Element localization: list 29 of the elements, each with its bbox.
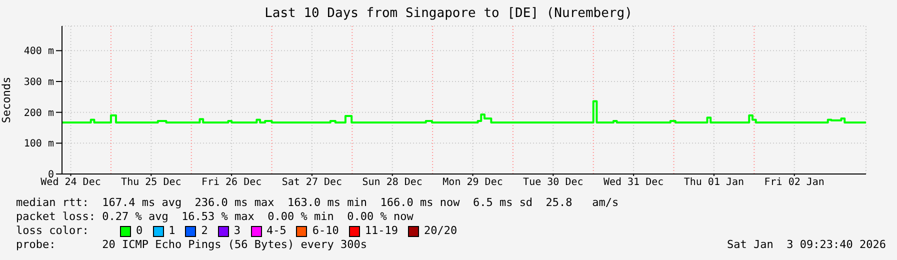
x-tick-label: Fri 26 Dec — [201, 177, 262, 188]
text: Sat Jan 3 09:23:40 2026 — [727, 238, 886, 252]
legend-title: loss color: — [16, 224, 90, 238]
text: packet loss: 0.27 % avg 16.53 % max 0.00 % min 0.00 % now — [16, 210, 414, 224]
chart-title: Last 10 Days from Singapore to [DE] (Nuremberg) — [264, 6, 634, 21]
y-tick-label: 100 m — [24, 138, 54, 150]
legend-label: 0 — [135, 224, 143, 238]
x-tick-label: Tue 30 Dec — [523, 177, 584, 188]
x-tick-label: Wed 31 Dec — [603, 177, 664, 188]
x-tick-label: Fri 02 Jan — [764, 177, 824, 188]
legend-label: 3 — [232, 224, 240, 238]
x-tick-label: Wed 24 Dec — [40, 177, 101, 188]
legend-label: 1 — [168, 224, 176, 238]
y-tick-label: 300 m — [24, 77, 54, 88]
y-tick-label: 200 m — [24, 108, 54, 119]
text: probe: 20 ICMP Echo Pings (56 Bytes) every 300s — [16, 238, 367, 252]
x-tick-label: Thu 25 Dec — [121, 177, 182, 188]
legend-label: 20/20 — [423, 224, 458, 238]
legend-label: 4-5 — [266, 224, 286, 238]
x-tick-label: Thu 01 Jan — [684, 177, 744, 188]
legend-label: 6-10 — [311, 224, 339, 238]
text: median rtt: 167.4 ms avg 236.0 ms max 163.0 ms min 166.0 ms now 6.5 ms sd 25.8 am/s — [16, 196, 620, 210]
legend-label: 2 — [200, 224, 208, 238]
x-tick-label: Sun 28 Dec — [362, 177, 422, 188]
y-axis-title: Seconds — [0, 76, 13, 124]
y-tick-label: 400 m — [24, 46, 54, 58]
x-tick-label: Sat 27 Dec — [282, 177, 342, 188]
legend-label: 11-19 — [364, 224, 398, 238]
x-tick-label: Mon 29 Dec — [442, 177, 503, 188]
